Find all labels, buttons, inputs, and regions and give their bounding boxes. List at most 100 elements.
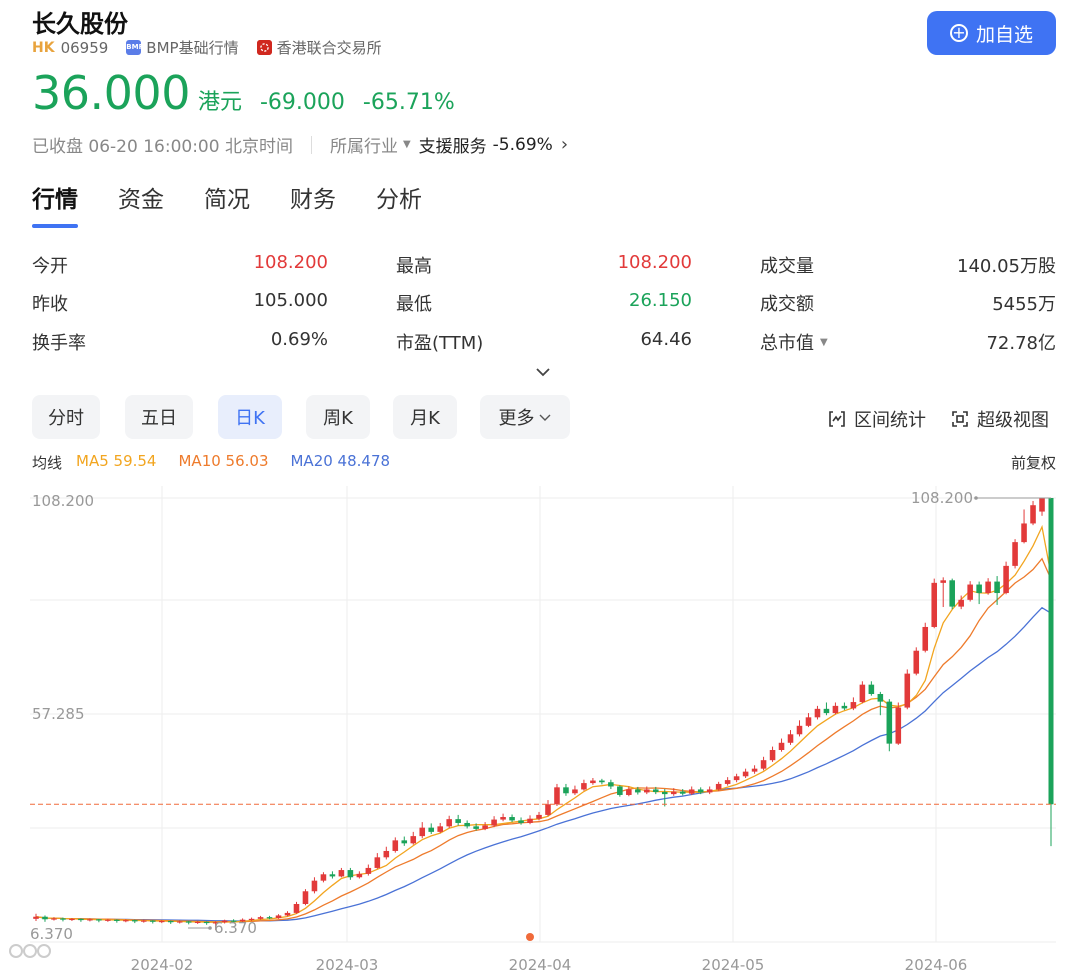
candle-body — [644, 789, 650, 793]
candle — [500, 813, 506, 822]
candle — [401, 836, 408, 846]
candle-body — [554, 787, 560, 805]
chevron-down-icon[interactable] — [533, 362, 553, 382]
candle-body — [329, 874, 336, 877]
candle-body — [203, 921, 210, 924]
high-marker-dot — [974, 496, 978, 500]
candle — [895, 702, 902, 745]
period-daily[interactable]: 日K — [218, 395, 282, 439]
price-unit: 港元 — [197, 90, 242, 115]
candle-body — [60, 918, 66, 920]
candle-body — [886, 701, 893, 744]
industry-link[interactable]: 所属行业 ▼ 支援服务 -5.69% › — [330, 132, 568, 157]
exchange-label: 香港联合交易所 — [276, 39, 382, 57]
candle — [626, 786, 632, 797]
candle — [652, 786, 659, 795]
candle — [51, 917, 57, 921]
candle — [536, 811, 542, 821]
candle-body — [572, 789, 578, 794]
candle-body — [42, 916, 48, 920]
low-marker-dot — [208, 926, 212, 930]
candle-body — [958, 599, 964, 607]
candle-body — [679, 791, 686, 794]
candle-body — [239, 919, 246, 922]
candle — [976, 581, 982, 605]
super-view-button[interactable]: 超级视图 — [951, 406, 1049, 432]
candle — [221, 919, 228, 924]
period-weekly[interactable]: 周K — [306, 395, 370, 439]
quote-label: 最低 — [396, 294, 432, 315]
x-tick-label: 2024-02 — [131, 956, 194, 974]
adjust-mode-button[interactable]: 前复权 — [1010, 454, 1056, 472]
candle — [1030, 500, 1036, 526]
industry-change: -5.69% — [492, 134, 553, 155]
candle-body — [751, 768, 758, 772]
candle — [823, 702, 830, 716]
candle — [87, 918, 93, 922]
candle — [697, 787, 704, 795]
quote-value: 26.150 — [629, 290, 692, 311]
tab-quote[interactable]: 行情 — [32, 180, 78, 228]
candle — [608, 779, 614, 790]
candle — [940, 577, 946, 608]
candle — [60, 917, 66, 922]
candle — [787, 730, 794, 745]
add-watchlist-button[interactable]: + 加自选 — [927, 11, 1056, 55]
quote-value: 108.200 — [617, 252, 692, 273]
y-axis-label-high: 108.200 — [32, 492, 94, 510]
candle — [149, 920, 156, 924]
range-stats-button[interactable]: 区间统计 — [828, 406, 926, 432]
candle-body — [796, 725, 803, 735]
tab-capital[interactable]: 资金 — [118, 187, 164, 213]
candle-body — [491, 819, 497, 826]
candle-body — [1021, 523, 1027, 543]
industry-label: 所属行业 — [329, 137, 398, 157]
candle-body — [832, 705, 839, 714]
candle — [841, 702, 848, 711]
chevron-right-icon: › — [560, 134, 569, 155]
candle-body — [760, 760, 767, 769]
period-monthly[interactable]: 月K — [393, 395, 457, 439]
candle-body — [563, 787, 569, 794]
candle — [859, 681, 866, 704]
y-axis-label-mid: 57.285 — [32, 705, 85, 723]
tab-analysis[interactable]: 分析 — [376, 187, 422, 213]
candlestick-chart[interactable]: 108.200 57.285 6.370 108.200 6.370 2024-… — [0, 486, 1080, 974]
price-change: -69.000 — [259, 90, 345, 115]
candle — [688, 786, 695, 795]
candle-body — [1039, 498, 1045, 512]
candle-body — [922, 626, 929, 651]
quote-value: 72.78亿 — [986, 333, 1056, 354]
ma20-line — [35, 606, 1052, 922]
candle-body — [374, 857, 381, 868]
candle — [670, 788, 677, 796]
candle-body — [608, 782, 614, 787]
period-intraday[interactable]: 分时 — [32, 395, 100, 439]
quote-value: 108.200 — [253, 252, 328, 273]
candle-body — [661, 791, 668, 795]
candle — [1039, 498, 1045, 516]
candle-body — [527, 818, 533, 823]
candle — [329, 871, 336, 879]
candle — [635, 786, 641, 795]
period-5day[interactable]: 五日 — [125, 395, 193, 439]
tab-finance[interactable]: 财务 — [290, 187, 336, 213]
period-more[interactable]: 更多 — [480, 395, 570, 439]
candle-body — [814, 708, 821, 718]
candle-body — [105, 919, 111, 921]
candle-body — [626, 789, 632, 795]
candle-body — [221, 920, 228, 923]
candle — [1021, 509, 1027, 544]
candle-body — [697, 789, 704, 793]
candle — [455, 814, 461, 826]
candle-body — [949, 580, 955, 607]
plus-circle-icon: + — [949, 24, 968, 42]
candle-body — [464, 822, 470, 827]
candle-body — [401, 840, 408, 844]
tab-profile[interactable]: 简况 — [204, 187, 250, 213]
market-cap-selector[interactable]: 总市值 ▼ — [760, 329, 828, 355]
price-row: 36.000 港元 -69.000 -65.71% — [32, 66, 455, 120]
candle-body — [87, 919, 93, 921]
candle — [141, 919, 147, 923]
candle-body — [617, 786, 623, 795]
